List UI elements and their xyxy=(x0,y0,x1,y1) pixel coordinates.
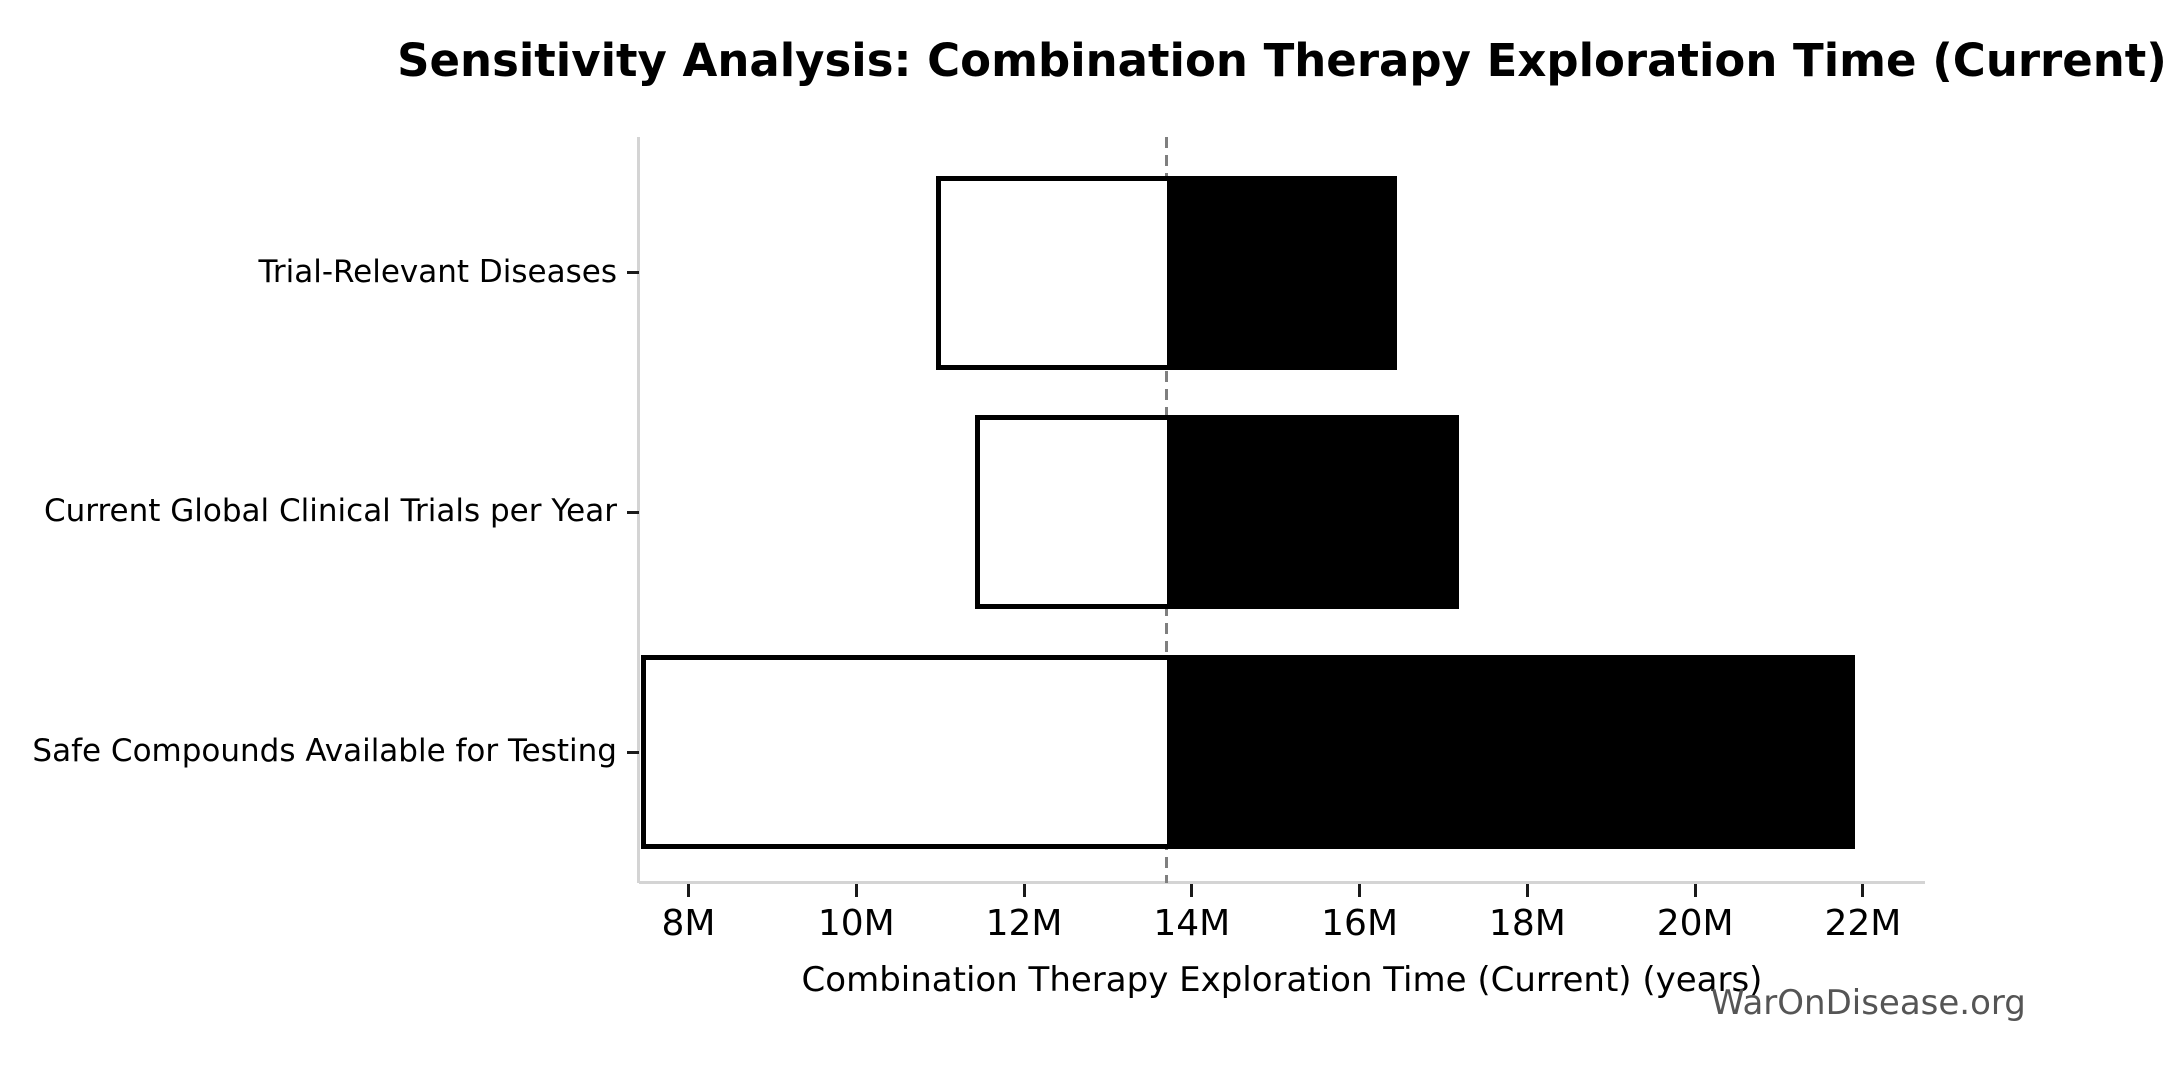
x-tick xyxy=(1022,884,1026,897)
y-tick-label: Current Global Clinical Trials per Year xyxy=(43,493,617,530)
bar-high-segment xyxy=(1166,660,1850,844)
bar-row xyxy=(975,415,1459,610)
x-tick-label: 16M xyxy=(1321,903,1399,944)
x-tick-label: 18M xyxy=(1488,903,1566,944)
bar-row xyxy=(640,655,1855,849)
x-tick-label: 14M xyxy=(1153,903,1231,944)
y-tick-label: Safe Compounds Available for Testing xyxy=(32,733,617,769)
y-tick xyxy=(627,750,639,754)
x-tick xyxy=(686,884,690,897)
x-axis-label: Combination Therapy Exploration Time (Cu… xyxy=(801,960,1763,1000)
watermark-text: WarOnDisease.org xyxy=(1711,983,2026,1023)
x-tick xyxy=(1358,884,1362,897)
x-tick xyxy=(1525,884,1529,897)
bar-high-segment xyxy=(1166,420,1454,605)
y-tick xyxy=(627,271,639,275)
x-tick xyxy=(1190,884,1194,897)
y-tick xyxy=(627,510,639,514)
x-axis-spine xyxy=(639,881,1925,884)
y-axis-spine xyxy=(637,137,640,883)
x-tick xyxy=(1861,884,1865,897)
x-tick xyxy=(854,884,858,897)
bar-high-segment xyxy=(1166,180,1393,365)
y-tick-label: Trial-Relevant Diseases xyxy=(258,253,617,290)
x-tick-label: 12M xyxy=(985,903,1063,944)
x-tick xyxy=(1693,884,1697,897)
x-tick-label: 20M xyxy=(1656,903,1734,944)
x-tick-label: 10M xyxy=(817,903,895,944)
x-tick-label: 22M xyxy=(1824,903,1902,944)
x-tick-label: 8M xyxy=(661,903,716,944)
bar-row xyxy=(935,175,1398,370)
chart-title: Sensitivity Analysis: Combination Therap… xyxy=(397,34,2167,87)
